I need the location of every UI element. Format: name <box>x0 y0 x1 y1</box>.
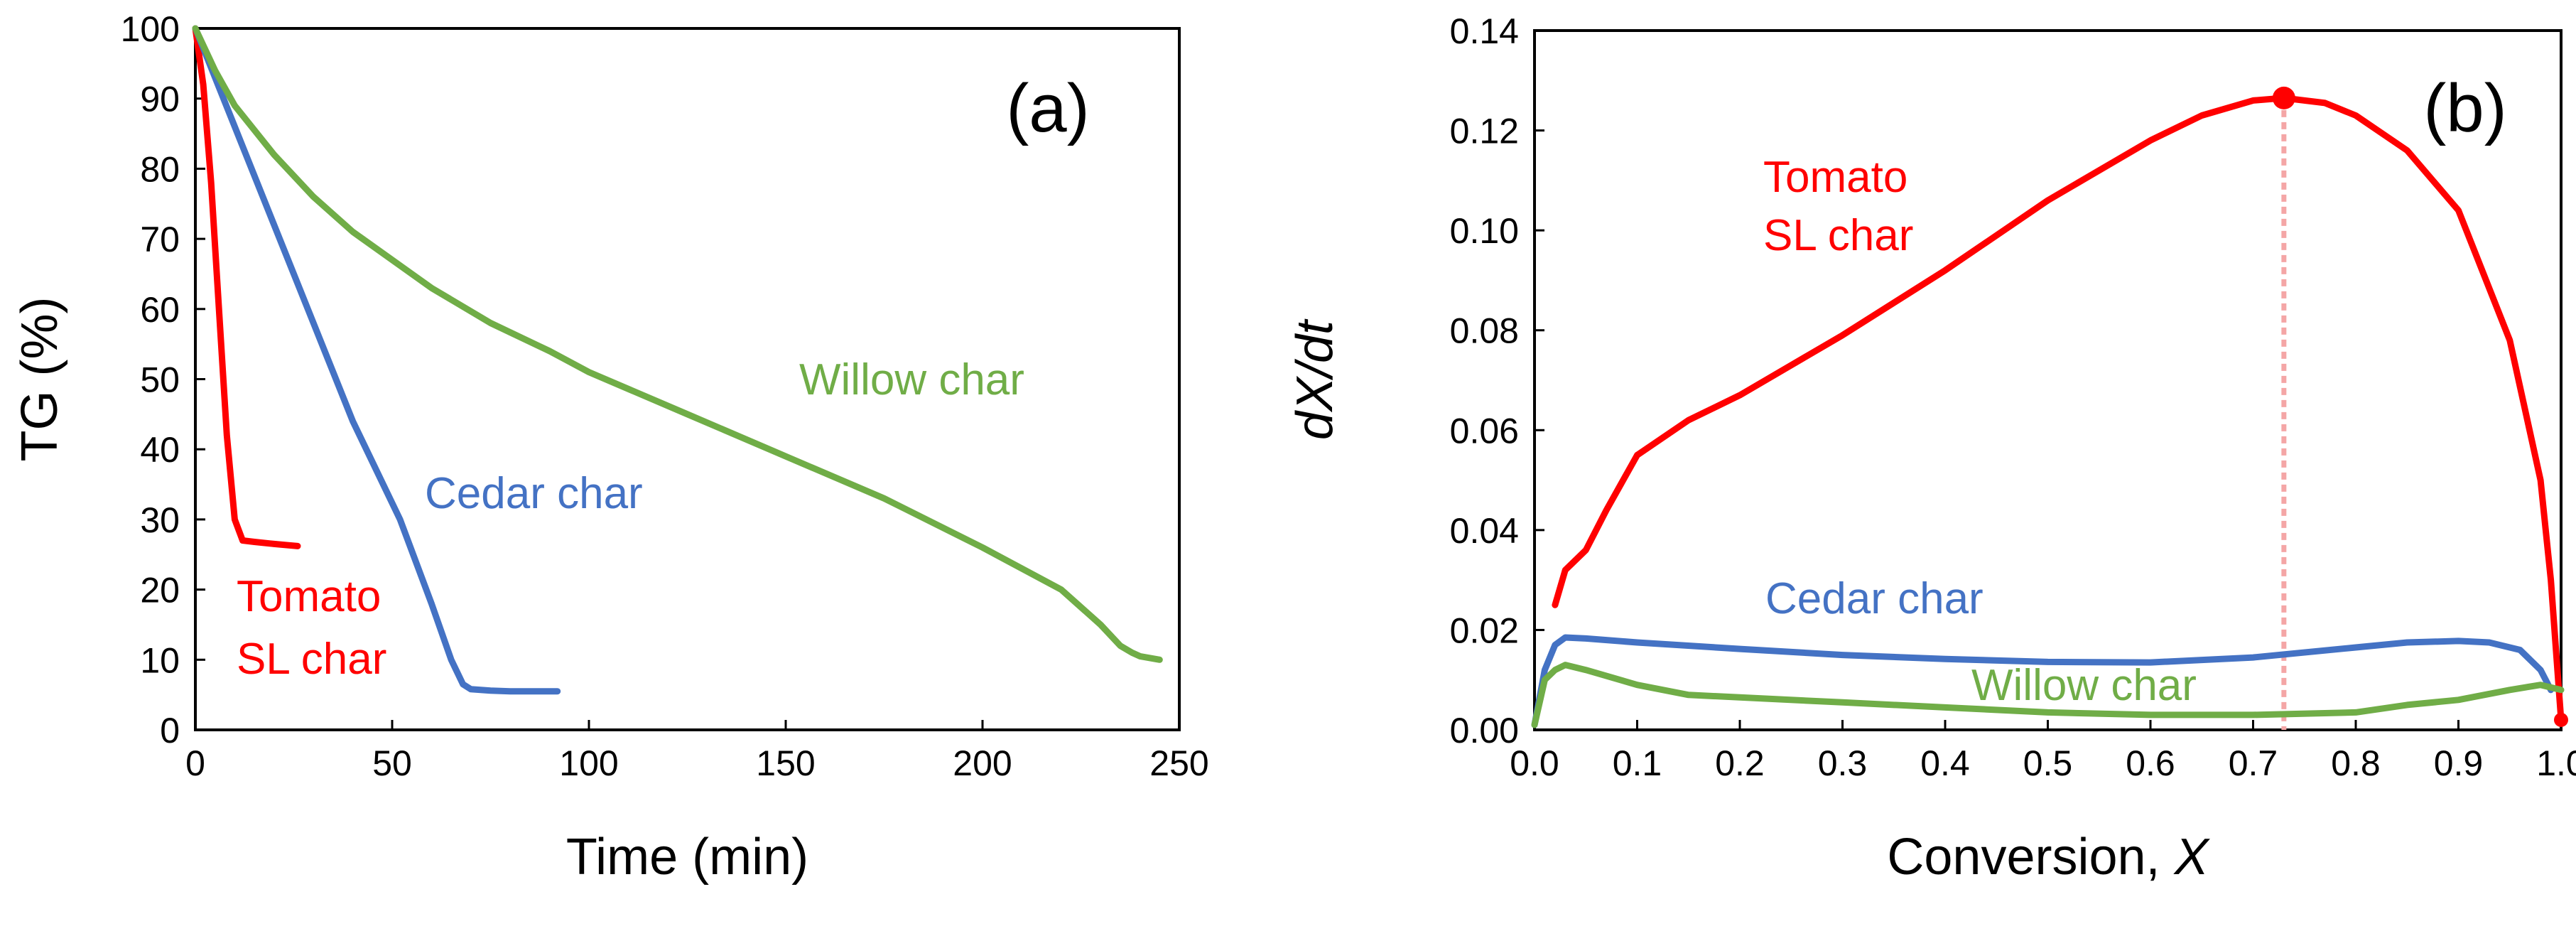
series-label-line: Willow char <box>799 355 1024 404</box>
x-tick-label: 150 <box>756 743 815 783</box>
x-tick-label: 0.7 <box>2229 743 2278 783</box>
series-line-tomato-sl-char <box>192 25 301 549</box>
series-line-willow-char <box>1531 662 2565 728</box>
series-label-line: Cedar char <box>425 469 643 518</box>
x-tick-label: 0.9 <box>2434 743 2484 783</box>
series-label-line: SL char <box>237 635 386 684</box>
y-tick-label: 0 <box>160 711 180 750</box>
series-line-willow-char <box>192 25 1163 663</box>
series-label-line: Willow char <box>1971 661 2197 710</box>
x-tick-label: 200 <box>953 743 1012 783</box>
x-axis-title-variable: X <box>2173 829 2211 886</box>
y-tick-label: 30 <box>140 500 180 540</box>
y-tick-label: 80 <box>140 149 180 189</box>
series-line-cedar-char <box>1531 634 2555 728</box>
x-axis-title-main: Conversion, <box>1887 829 2174 886</box>
x-tick-label: 0.6 <box>2126 743 2175 783</box>
series-line-tomato-sl-char <box>1552 95 2565 723</box>
x-axis-title: Conversion, X <box>1887 829 2210 886</box>
y-tick-label: 100 <box>121 9 180 49</box>
y-tick-label: 40 <box>140 430 180 470</box>
y-tick-label: 10 <box>140 640 180 680</box>
x-tick-label: 0.3 <box>1818 743 1868 783</box>
x-tick-label: 0.1 <box>1613 743 1662 783</box>
y-tick-label: 0.04 <box>1450 511 1519 551</box>
y-tick-label: 0.06 <box>1450 411 1519 451</box>
x-tick-label: 1.0 <box>2536 743 2576 783</box>
x-tick-label: 0.5 <box>2023 743 2073 783</box>
x-tick-label: 0 <box>185 743 205 783</box>
plot-frame <box>1533 29 2563 731</box>
series-label-tomato-sl-char: Tomato SL char <box>1763 153 1913 260</box>
x-tick-label: 250 <box>1149 743 1208 783</box>
panel-label: (a) <box>1006 70 1089 146</box>
y-axis-title: TG (%) <box>11 297 68 462</box>
y-axis-title: dX/dt <box>1287 318 1343 440</box>
series-label-line: Tomato <box>237 572 381 621</box>
series-label-willow-char: Willow char <box>1971 661 2197 710</box>
y-tick-label: 60 <box>140 290 180 330</box>
y-tick-label: 90 <box>140 80 180 119</box>
series-line-cedar-char <box>192 25 561 695</box>
end-marker <box>2554 712 2568 727</box>
x-tick-label: 0.0 <box>1510 743 1559 783</box>
series-label-cedar-char: Cedar char <box>1765 574 1984 623</box>
chart-panel-b: 0.00 0.02 0.04 0.06 0.08 0.10 0.12 0.14 0.0 0.1 0.… <box>1287 11 2576 886</box>
series-label-cedar-char: Cedar char <box>425 469 643 518</box>
y-tick-label: 0.08 <box>1450 311 1519 351</box>
y-tick-label: 0.12 <box>1450 112 1519 151</box>
x-tick-label: 0.8 <box>2331 743 2381 783</box>
x-tick-label: 100 <box>559 743 618 783</box>
x-tick-label: 0.2 <box>1715 743 1765 783</box>
peak-marker <box>2272 86 2295 109</box>
y-tick-label: 20 <box>140 571 180 610</box>
x-tick-label: 50 <box>372 743 412 783</box>
x-axis-title: Time (min) <box>566 829 808 886</box>
y-tick-label: 0.02 <box>1450 610 1519 650</box>
y-tick-label: 0.10 <box>1450 211 1519 251</box>
x-tick-label: 0.4 <box>1920 743 1970 783</box>
series-label-line: Cedar char <box>1765 574 1984 623</box>
y-tick-label: 70 <box>140 220 180 259</box>
series-label-line: Tomato <box>1763 153 1907 202</box>
series-label-willow-char: Willow char <box>799 355 1024 404</box>
series-label-tomato-sl-char: Tomato SL char <box>237 572 386 684</box>
series-label-line: SL char <box>1763 211 1913 260</box>
y-tick-label: 0.00 <box>1450 711 1519 750</box>
panel-label: (b) <box>2423 70 2506 146</box>
y-tick-label: 50 <box>140 360 180 400</box>
y-tick-label: 0.14 <box>1450 11 1519 51</box>
chart-panel-a: 0 10 20 30 40 50 60 70 80 90 100 0 50 100 150 200 250 Tim… <box>11 9 1209 886</box>
